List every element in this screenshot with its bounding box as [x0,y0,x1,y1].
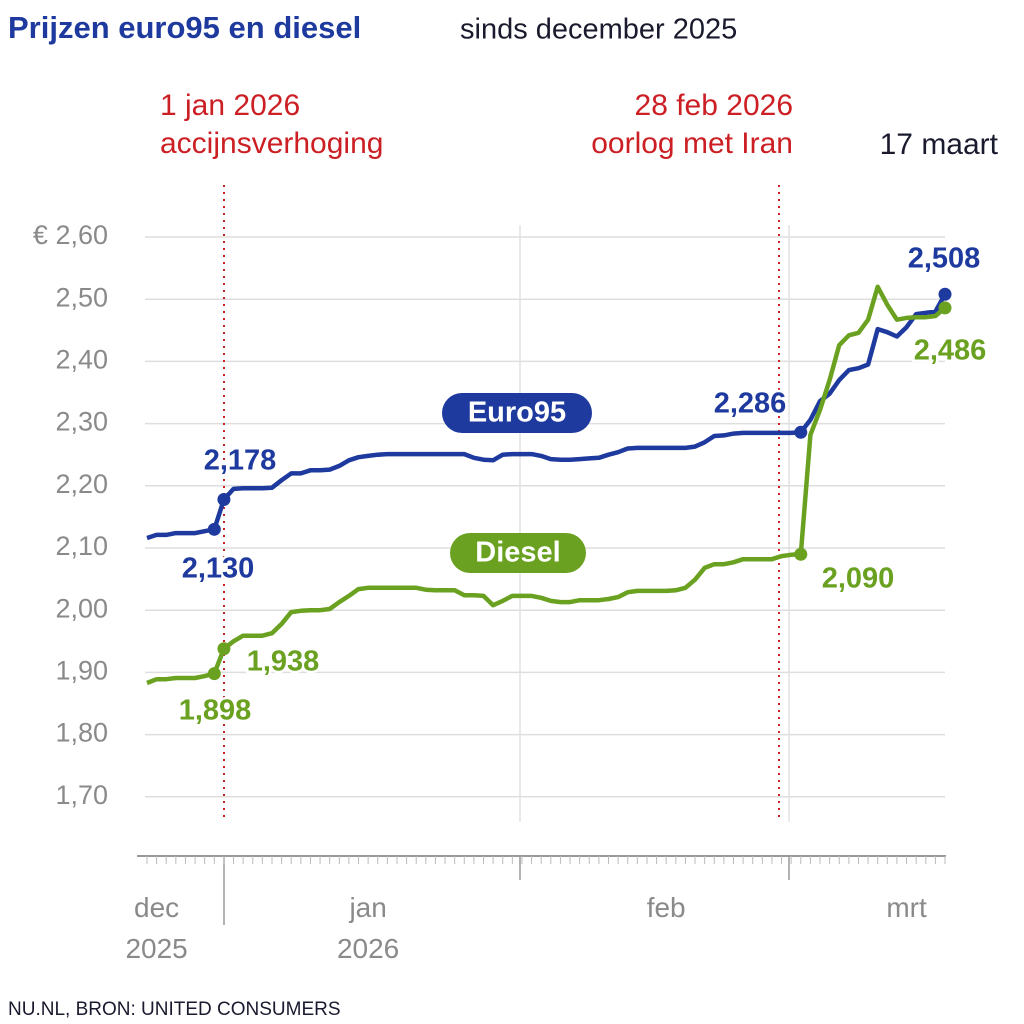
series-line [146,284,947,686]
annotation: accijnsverhoging [160,127,383,160]
x-tick-label: dec 2025 [125,892,188,964]
point [938,301,952,315]
legend-label: Diesel [475,537,560,569]
y-tick-label: 2,50 [55,282,108,312]
y-tick-label: 1,90 [55,656,108,686]
y-tick-label: 2,30 [55,407,108,437]
y-tick-label: 2,40 [55,345,108,375]
point [217,492,231,506]
value-label: 2,486 [914,335,987,367]
source: NU.NL, BRON: UNITED CONSUMERS [8,999,341,1020]
legend-label: Euro95 [468,397,566,429]
annotation: 1 jan 2026 [160,89,300,122]
y-tick-label: 2,00 [55,593,108,623]
y-tick-label: 2,20 [55,469,108,499]
point [207,522,221,536]
point [794,547,808,561]
annotation: 28 feb 2026 [635,89,793,122]
value-label: 2,286 [714,388,787,420]
y-tick-label: 2,10 [55,531,108,561]
value-label: 1,898 [179,695,252,727]
chart-subtitle: sinds december 2025 [460,14,737,46]
grid [145,236,945,798]
value-label: 1,938 [247,646,320,678]
x-tick-label: feb [646,892,686,923]
value-label: 2,508 [908,243,981,275]
series-line [146,293,947,541]
point [938,287,952,301]
point [217,642,231,656]
y-tick-label: 1,80 [55,718,108,748]
annotation: oorlog met Iran [591,127,793,160]
x-tick-label: jan 2026 [336,892,400,964]
x-tick-label: mrt [886,892,927,923]
legend-pill [450,533,586,573]
y-tick-label: 1,70 [55,780,108,810]
chart-title: Prijzen euro95 en diesel [8,10,361,45]
value-label: 2,178 [204,445,277,477]
value-label: 2,090 [822,563,895,595]
y-tick-label: € 2,60 [33,220,108,250]
point [207,667,221,681]
point [794,425,808,439]
legend-pill [442,393,592,433]
value-label: 2,130 [182,553,255,585]
annotation: 17 maart [880,128,999,161]
